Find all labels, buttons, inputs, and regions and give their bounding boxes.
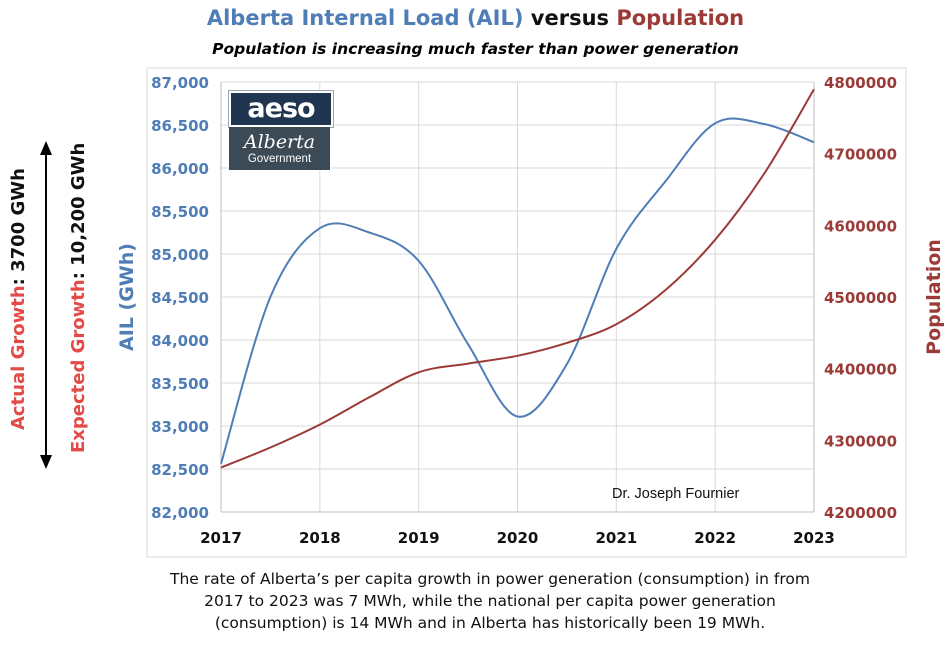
- caption-line-3: (consumption) is 14 MWh and in Alberta h…: [214, 614, 766, 632]
- y-axis-title: AIL (GWh): [116, 243, 138, 351]
- alberta-script: Alberta: [243, 131, 316, 153]
- x-tick-label: 2021: [595, 529, 637, 547]
- ail-line: [220, 117, 815, 465]
- y-tick-label: 82,000: [151, 504, 209, 522]
- title-ail: Alberta Internal Load (AIL): [206, 6, 524, 30]
- title-population: Population: [616, 6, 745, 30]
- chart-subtitle: Population is increasing much faster tha…: [212, 40, 739, 58]
- x-tick-label: 2019: [398, 529, 440, 547]
- government-text: Government: [247, 153, 312, 165]
- y2-tick-label: 4200000: [824, 504, 897, 522]
- alberta-government-logo: Alberta Government: [229, 127, 330, 170]
- y-tick-label: 87,000: [151, 74, 209, 92]
- expected-growth-label: Expected Growth: 10,200 GWh: [68, 143, 89, 453]
- y-tick-label: 83,500: [151, 375, 209, 393]
- author-credit: Dr. Joseph Fournier: [612, 486, 740, 502]
- y-tick-label: 86,500: [151, 117, 209, 135]
- actual-growth-label: Actual Growth: 3700 GWh: [8, 168, 29, 430]
- y2-tick-label: 4400000: [824, 361, 897, 379]
- caption-line-1: The rate of Alberta’s per capita growth …: [169, 570, 811, 588]
- y2-tick-label: 4600000: [824, 217, 897, 235]
- expected-growth-value: : 10,200 GWh: [68, 142, 89, 280]
- y-tick-label: 85,500: [151, 203, 209, 221]
- growth-arrow-up-icon: [40, 141, 52, 155]
- y2-tick-label: 4300000: [824, 432, 897, 450]
- y2-tick-label: 4500000: [824, 289, 897, 307]
- actual-growth-value: : 3700 GWh: [8, 168, 29, 286]
- y2-tick-label: 4800000: [824, 74, 897, 92]
- x-tick-label: 2023: [793, 529, 835, 547]
- x-tick-label: 2017: [200, 529, 242, 547]
- expected-growth-name: Expected Growth: [68, 279, 89, 453]
- y-tick-label: 84,500: [151, 289, 209, 307]
- y-tick-label: 86,000: [151, 160, 209, 178]
- y-tick-label: 83,000: [151, 418, 209, 436]
- y2-axis-title: Population: [923, 239, 945, 355]
- population-line: [220, 88, 815, 469]
- x-tick-label: 2020: [497, 529, 539, 547]
- actual-growth-name: Actual Growth: [8, 285, 29, 430]
- growth-arrow-down-icon: [40, 455, 52, 469]
- aeso-logo: aeso: [229, 91, 333, 127]
- caption: The rate of Alberta’s per capita growth …: [120, 568, 860, 634]
- y-tick-label: 84,000: [151, 332, 209, 350]
- y-tick-label: 82,500: [151, 461, 209, 479]
- chart-frame: [146, 67, 907, 558]
- x-tick-label: 2018: [299, 529, 341, 547]
- chart-title: Alberta Internal Load (AIL) versus Popul…: [0, 6, 951, 30]
- y2-tick-label: 4700000: [824, 146, 897, 164]
- title-versus: versus: [523, 6, 617, 30]
- y-tick-label: 85,000: [151, 246, 209, 264]
- caption-line-2: 2017 to 2023 was 7 MWh, while the nation…: [204, 592, 776, 610]
- x-tick-label: 2022: [694, 529, 736, 547]
